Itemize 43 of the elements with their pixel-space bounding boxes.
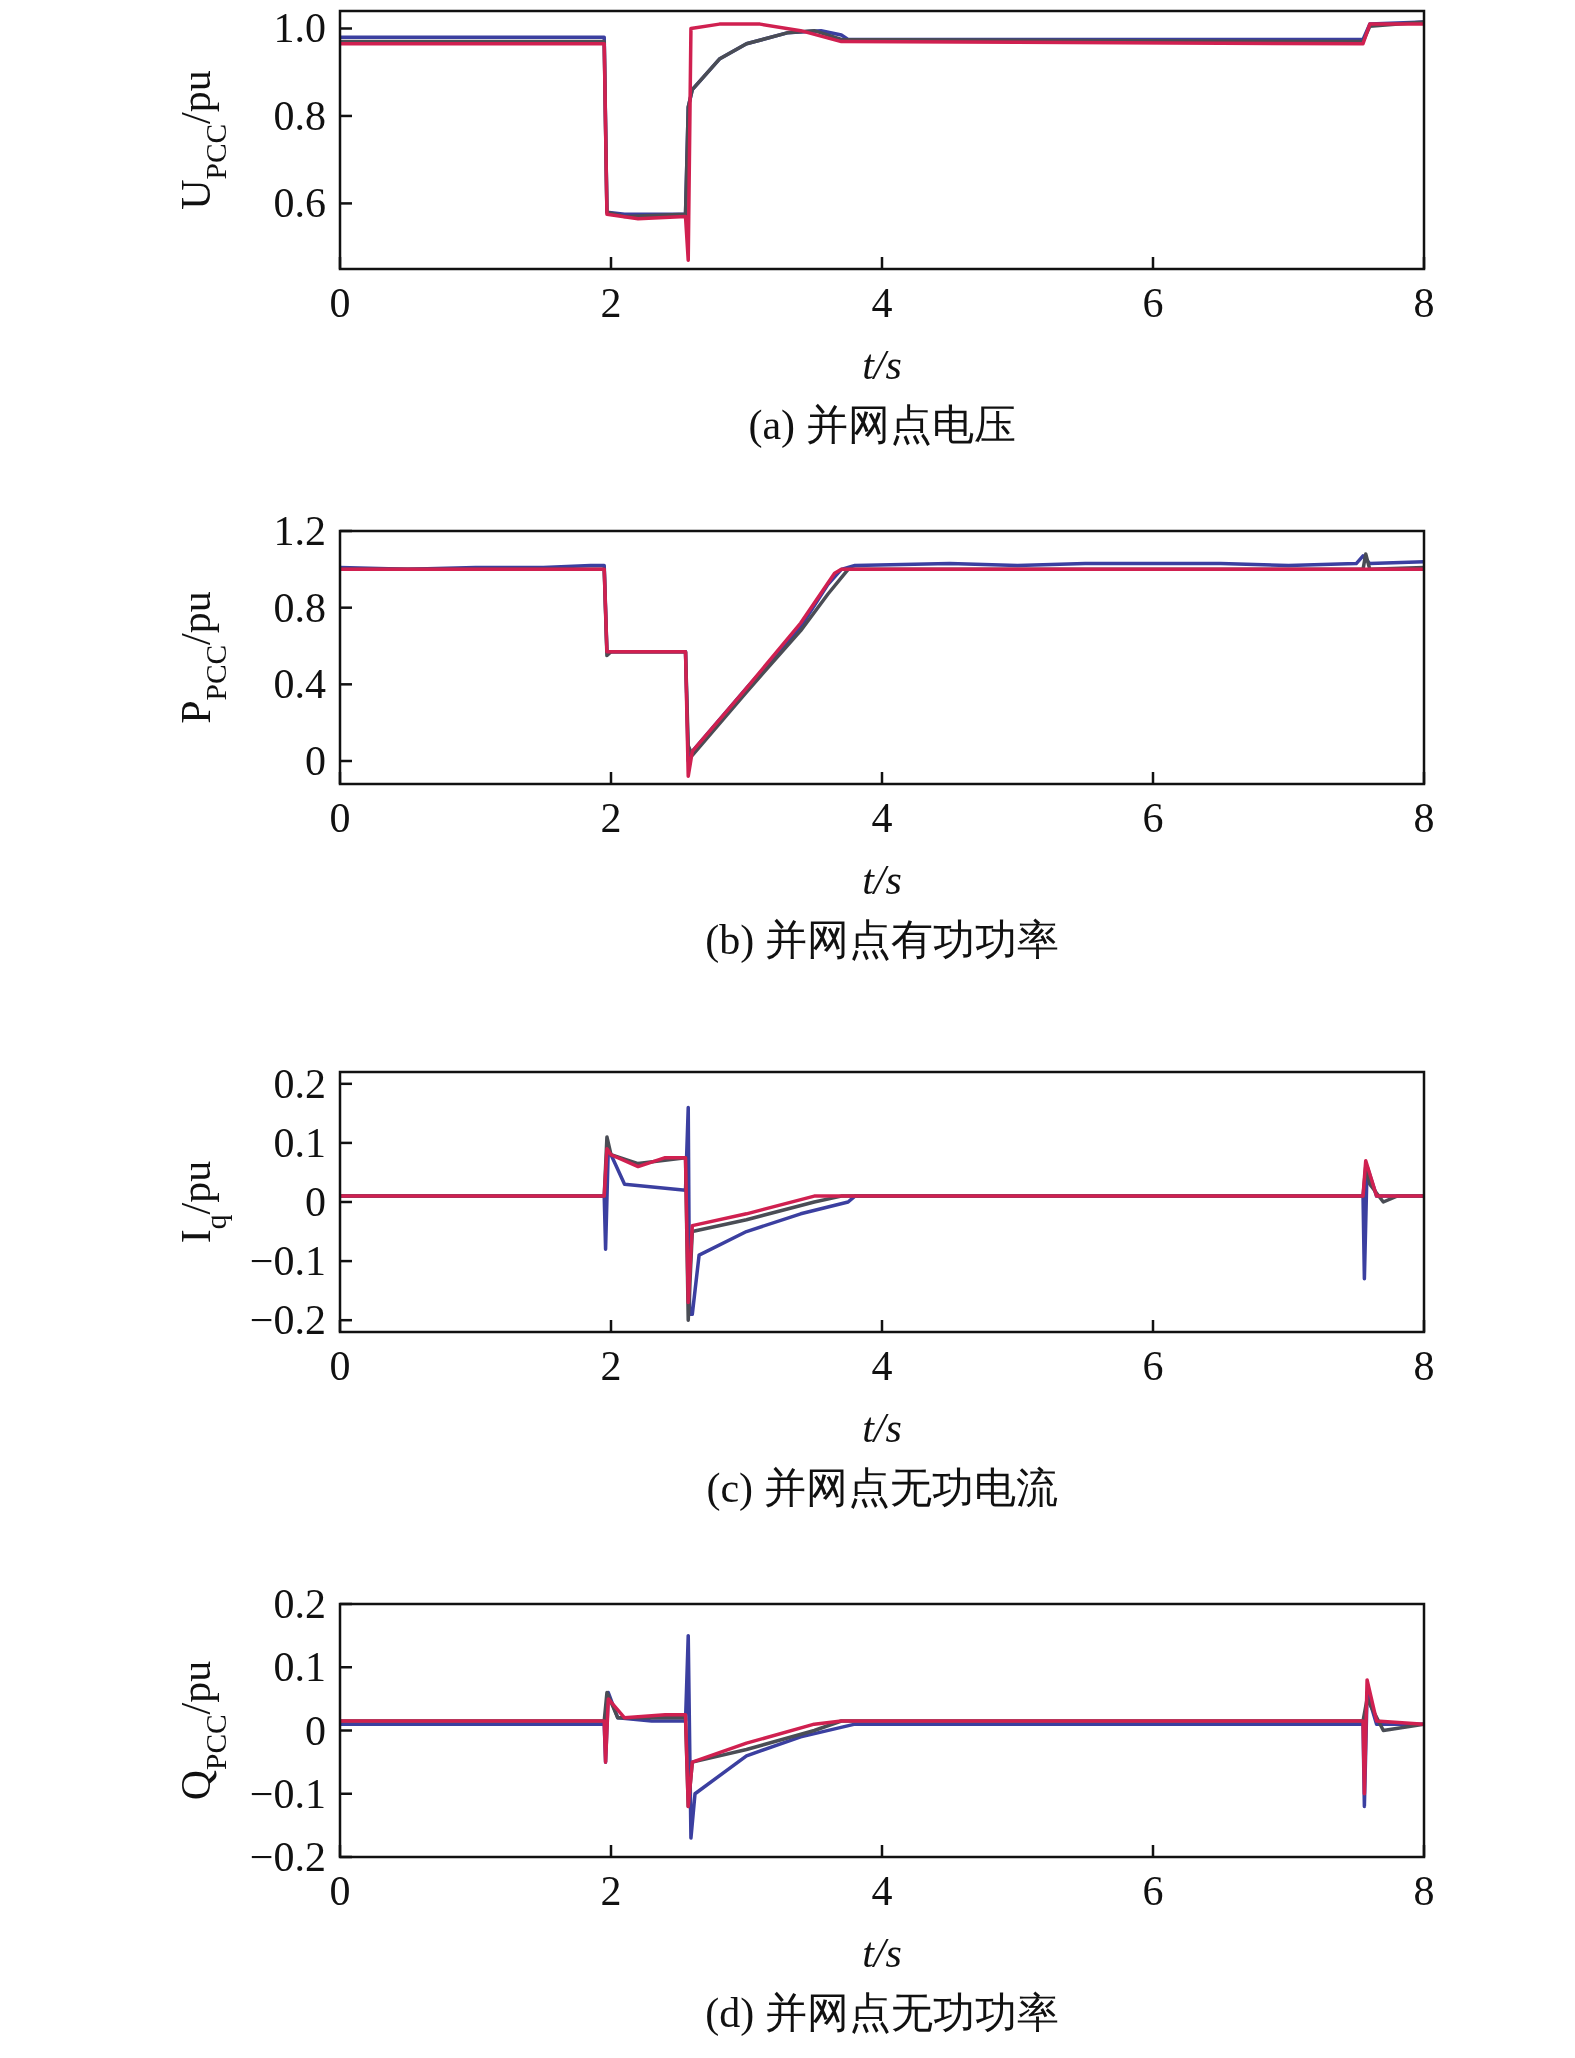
y-tick-label: 0 bbox=[305, 1179, 326, 1225]
x-tick-label: 6 bbox=[1142, 1868, 1164, 1914]
x-tick-label: 4 bbox=[871, 280, 893, 326]
x-axis-title: t/s bbox=[862, 857, 902, 903]
y-tick-label: 0.8 bbox=[273, 92, 326, 139]
x-tick-label: 8 bbox=[1413, 795, 1435, 841]
y-tick-label: 0.1 bbox=[273, 1644, 326, 1691]
text: (a) 并网点电压 bbox=[748, 402, 1016, 449]
x-tick-label: 2 bbox=[600, 1343, 622, 1389]
x-tick-label: 4 bbox=[871, 1868, 893, 1914]
y-tick-label: 0.4 bbox=[273, 661, 326, 708]
y-tick-label: 1.0 bbox=[273, 5, 326, 52]
x-tick-label: 8 bbox=[1413, 1868, 1435, 1914]
x-tick-label: 6 bbox=[1142, 795, 1164, 841]
line-series bbox=[340, 22, 1424, 262]
line-series bbox=[340, 1147, 1424, 1305]
text: (c) 并网点无功电流 bbox=[706, 1465, 1058, 1512]
y-tick-label: −0.1 bbox=[249, 1238, 326, 1285]
x-tick-label: 4 bbox=[871, 795, 893, 841]
y-tick-label: 0.8 bbox=[273, 584, 326, 631]
y-tick-label: 1.2 bbox=[273, 508, 326, 554]
x-tick-label: 6 bbox=[1142, 280, 1164, 326]
x-axis-title: t/s bbox=[862, 1405, 902, 1451]
y-tick-label: 0 bbox=[305, 1707, 326, 1754]
y-tick-label: 0.2 bbox=[273, 1581, 326, 1627]
x-axis-title: t/s bbox=[862, 1930, 902, 1976]
y-tick-label: 0.2 bbox=[273, 1060, 326, 1107]
x-tick-label: 2 bbox=[600, 795, 622, 841]
text: (b) 并网点有功功率 bbox=[705, 917, 1059, 964]
y-tick-label: 0.6 bbox=[273, 180, 326, 227]
y-tick-label: 0 bbox=[305, 738, 326, 784]
text: (d) 并网点无功功率 bbox=[705, 1990, 1059, 2037]
x-tick-label: 2 bbox=[600, 280, 622, 326]
y-tick-label: −0.2 bbox=[249, 1297, 326, 1344]
x-axis-title: t/s bbox=[862, 342, 902, 388]
y-tick-label: −0.1 bbox=[249, 1770, 326, 1817]
x-tick-label: 6 bbox=[1142, 1343, 1164, 1389]
y-tick-label: 0.1 bbox=[273, 1119, 326, 1166]
y-tick-label: −0.2 bbox=[249, 1834, 326, 1880]
x-tick-label: 8 bbox=[1413, 280, 1435, 326]
x-tick-label: 2 bbox=[600, 1868, 622, 1914]
x-tick-label: 4 bbox=[871, 1343, 893, 1389]
x-tick-label: 8 bbox=[1413, 1343, 1435, 1389]
